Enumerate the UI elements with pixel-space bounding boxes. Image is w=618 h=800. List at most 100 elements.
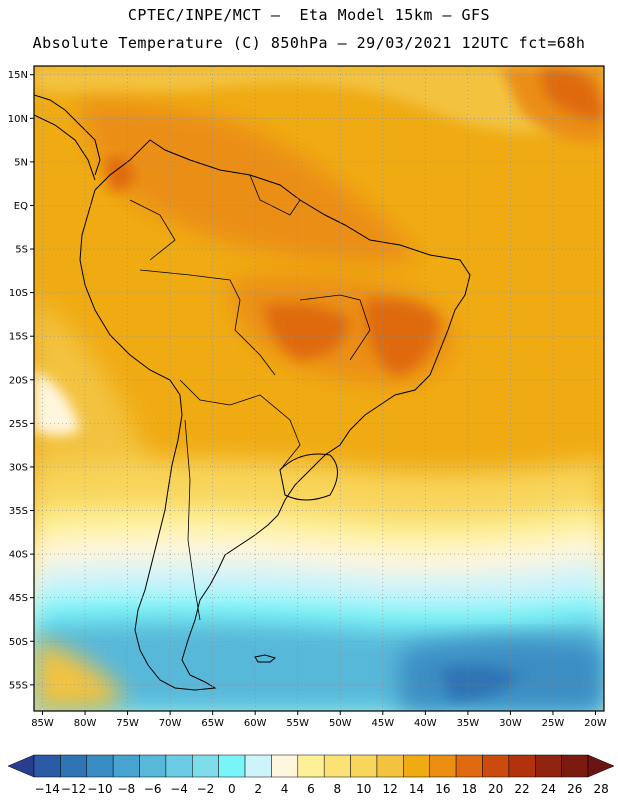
lat-tick-label: 20S xyxy=(9,375,28,386)
colorbar-swatch xyxy=(534,754,562,778)
field-red-ne xyxy=(540,68,604,120)
field-cream-pacific xyxy=(34,370,80,435)
graticule xyxy=(34,66,604,711)
border-colombia xyxy=(129,199,176,261)
colorbar-swatch xyxy=(271,754,299,778)
lon-tick-label: 20W xyxy=(584,718,607,729)
lon-tick-label: 45W xyxy=(371,718,394,729)
field-yellow-north xyxy=(34,66,604,133)
lon-tick-label: 65W xyxy=(201,718,224,729)
colorbar-swatch xyxy=(33,754,61,778)
coastlines xyxy=(34,94,471,691)
uruguay-outline xyxy=(279,453,338,501)
colorbar-swatch xyxy=(112,754,140,778)
colorbar-swatch xyxy=(60,754,88,778)
lon-tick-label: 55W xyxy=(286,718,309,729)
colorbar-label: 4 xyxy=(281,782,289,796)
lon-tick-label: 40W xyxy=(414,718,437,729)
colorbar-label: 14 xyxy=(409,782,424,796)
lat-tick-label: 50S xyxy=(9,637,28,648)
central-america-coastline xyxy=(34,94,101,181)
colorbar-arrow-low xyxy=(7,754,35,778)
temperature-field xyxy=(34,66,604,711)
colorbar-swatch xyxy=(323,754,351,778)
colorbar-label: −6 xyxy=(144,782,162,796)
lon-tick-label: 85W xyxy=(31,718,54,729)
colorbar-label: 12 xyxy=(383,782,398,796)
colorbar-swatch xyxy=(244,754,272,778)
colorbar-label: 6 xyxy=(307,782,315,796)
colorbar: −14 −12 −10 −8 −6 −4 −2 0 2 4 6 8 10 12 14 16 18 20 22 24 26… xyxy=(7,754,615,796)
latitude-axis: 15N 10N 5N EQ 5S 10S 15S 20S 25S 30S 35S 40S 45S 50S 5… xyxy=(8,70,34,691)
colorbar-swatch xyxy=(429,754,457,778)
colorbar-swatch xyxy=(403,754,430,778)
lat-tick-label: 35S xyxy=(9,506,28,517)
border-chile-argentina xyxy=(184,419,201,621)
field-coldest-south xyxy=(440,666,520,700)
lat-tick-label: 45S xyxy=(9,593,28,604)
colorbar-label: −4 xyxy=(170,782,188,796)
colorbar-label: 26 xyxy=(567,782,582,796)
border-brazil-west xyxy=(139,269,276,376)
chart-subtitle: Absolute Temperature (C) 850hPa – 29/03/… xyxy=(32,34,586,52)
lat-tick-label: 55S xyxy=(9,680,28,691)
colorbar-swatch xyxy=(192,754,219,778)
border-bolivia-paraguay xyxy=(179,379,301,471)
lat-tick-label: 5N xyxy=(14,157,28,168)
field-orange-north-continent xyxy=(80,100,420,264)
lat-tick-label: 25S xyxy=(9,419,28,430)
lon-tick-label: 75W xyxy=(116,718,139,729)
lon-tick-label: 80W xyxy=(74,718,97,729)
lon-tick-label: 60W xyxy=(244,718,267,729)
field-yellow-sw xyxy=(34,640,124,711)
lon-tick-label: 50W xyxy=(329,718,352,729)
longitude-axis: 85W 80W 75W 70W 65W 60W 55W 50W 45W 40W 35W 30W 25W 2… xyxy=(31,711,607,729)
colorbar-swatch xyxy=(139,754,167,778)
lat-tick-label: 15S xyxy=(9,332,28,343)
falklands xyxy=(254,654,277,663)
colorbar-swatch xyxy=(165,754,193,778)
colorbar-swatch xyxy=(508,754,536,778)
colorbar-swatch xyxy=(376,754,404,778)
lat-tick-label: 15N xyxy=(8,70,28,81)
colorbar-label: −2 xyxy=(197,782,215,796)
lat-tick-label: 5S xyxy=(15,245,28,256)
colorbar-arrow-high xyxy=(587,754,615,778)
colorbar-label: 2 xyxy=(254,782,262,796)
colorbar-swatch xyxy=(297,754,325,778)
colorbar-label: 10 xyxy=(356,782,371,796)
lon-tick-label: 30W xyxy=(499,718,522,729)
colorbar-swatch xyxy=(218,754,246,778)
lat-tick-label: 10N xyxy=(8,114,28,125)
lon-tick-label: 35W xyxy=(457,718,480,729)
colorbar-label: −10 xyxy=(87,782,112,796)
colorbar-label: 16 xyxy=(435,782,450,796)
colorbar-label: 20 xyxy=(488,782,503,796)
lat-tick-label: 40S xyxy=(9,550,28,561)
border-guianas xyxy=(249,174,301,216)
colorbar-label: 8 xyxy=(334,782,342,796)
lon-tick-label: 70W xyxy=(159,718,182,729)
lat-tick-label: EQ xyxy=(14,201,28,212)
lat-tick-label: 30S xyxy=(9,462,28,473)
colorbar-swatch xyxy=(561,754,589,778)
colorbar-label: −12 xyxy=(61,782,86,796)
border-brazil-states xyxy=(299,294,371,361)
map-frame xyxy=(33,65,605,712)
field-hot-core-east xyxy=(365,299,440,375)
colorbar-label: −8 xyxy=(117,782,135,796)
lon-tick-label: 25W xyxy=(542,718,565,729)
south-america-coastline xyxy=(79,139,471,691)
lat-tick-label: 10S xyxy=(9,288,28,299)
colorbar-label: 18 xyxy=(462,782,477,796)
colorbar-swatch xyxy=(350,754,378,778)
colorbar-label: 22 xyxy=(514,782,529,796)
colorbar-swatch xyxy=(482,754,510,778)
colorbar-label: −14 xyxy=(35,782,60,796)
colorbar-label: 24 xyxy=(541,782,556,796)
country-borders xyxy=(129,174,371,621)
chart-title: CPTEC/INPE/MCT – Eta Model 15km – GFS xyxy=(127,6,491,24)
colorbar-label: 28 xyxy=(594,782,609,796)
field-hot-core-west xyxy=(265,304,350,360)
